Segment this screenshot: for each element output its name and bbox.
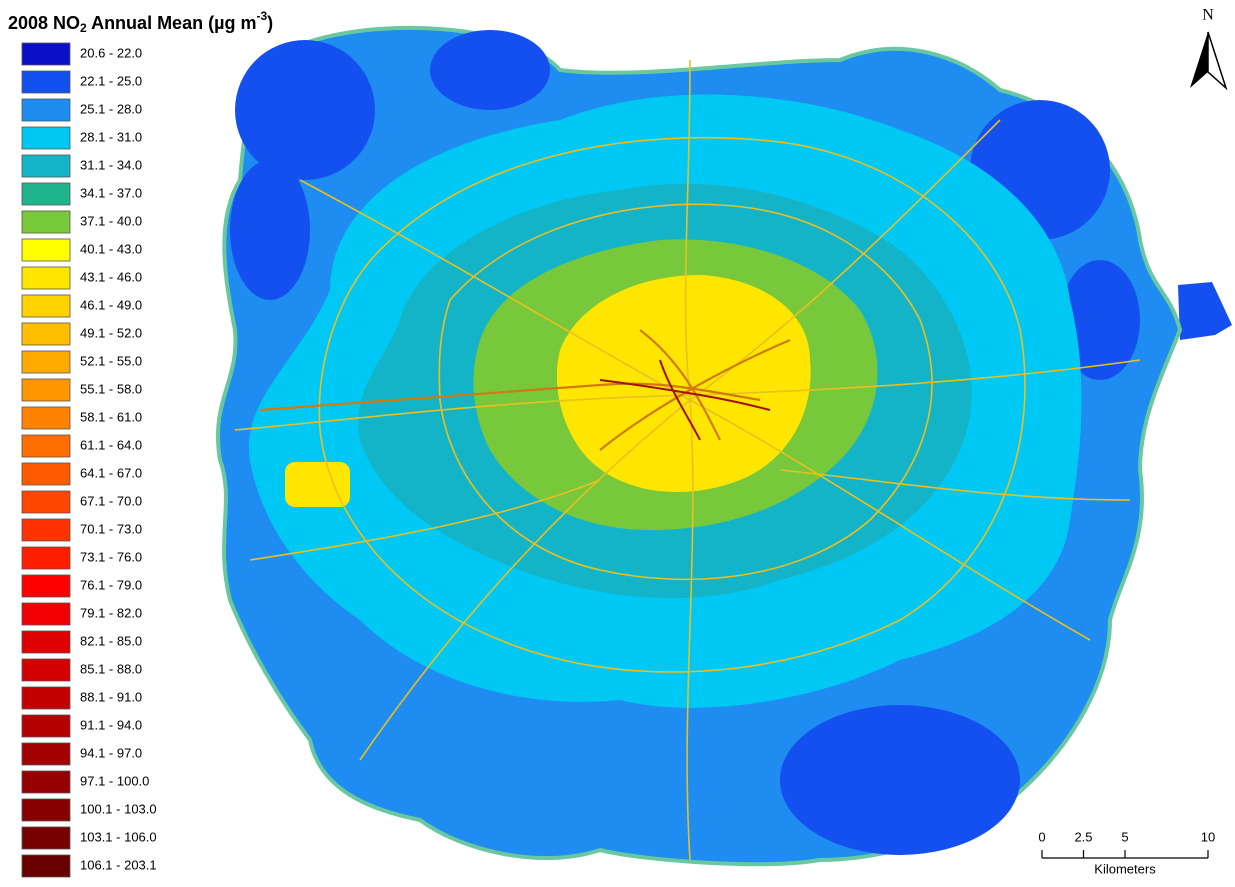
yellow-zone bbox=[556, 275, 811, 492]
legend-label: 85.1 - 88.0 bbox=[80, 661, 142, 676]
legend-label: 61.1 - 64.0 bbox=[80, 437, 142, 452]
legend-swatch bbox=[21, 770, 71, 794]
legend-swatch bbox=[21, 574, 71, 598]
north-arrow: N bbox=[1190, 7, 1228, 91]
legend-swatch bbox=[21, 266, 71, 290]
legend-swatch bbox=[21, 182, 71, 206]
map-title: 2008 NO2 Annual Mean (µg m-3) bbox=[8, 9, 273, 35]
legend-label: 106.1 - 203.1 bbox=[80, 857, 157, 872]
legend-swatch bbox=[21, 462, 71, 486]
legend-swatch bbox=[21, 126, 71, 150]
legend-label: 70.1 - 73.0 bbox=[80, 521, 142, 536]
legend-swatch bbox=[21, 854, 71, 878]
legend-label: 43.1 - 46.0 bbox=[80, 269, 142, 284]
legend-swatch bbox=[21, 294, 71, 318]
legend-swatch bbox=[21, 70, 71, 94]
legend-label: 100.1 - 103.0 bbox=[80, 801, 157, 816]
main-roads bbox=[259, 329, 791, 451]
legend-label: 64.1 - 67.0 bbox=[80, 465, 142, 480]
scale-bar: 0 2.5 5 10 Kilometers bbox=[1038, 829, 1215, 876]
legend-label: 79.1 - 82.0 bbox=[80, 605, 142, 620]
north-label: N bbox=[1202, 7, 1214, 24]
legend-label: 94.1 - 97.0 bbox=[80, 745, 142, 760]
legend-swatch bbox=[21, 322, 71, 346]
legend-label: 22.1 - 25.0 bbox=[80, 73, 142, 88]
low-zone bbox=[430, 30, 550, 110]
legend-label: 73.1 - 76.0 bbox=[80, 549, 142, 564]
legend-swatch bbox=[21, 406, 71, 430]
low-zone bbox=[235, 40, 375, 180]
legend-label: 40.1 - 43.0 bbox=[80, 241, 142, 256]
north-arrow-right bbox=[1207, 31, 1228, 91]
roads bbox=[234, 59, 1141, 861]
legend-label: 82.1 - 85.0 bbox=[80, 633, 142, 648]
legend-label: 34.1 - 37.0 bbox=[80, 185, 142, 200]
title-text: Annual Mean (µg m bbox=[87, 13, 257, 33]
legend-swatch bbox=[21, 210, 71, 234]
legend-swatch bbox=[21, 378, 71, 402]
legend-label: 28.1 - 31.0 bbox=[80, 129, 142, 144]
scale-label: 10 bbox=[1201, 829, 1215, 844]
legend-swatch bbox=[21, 490, 71, 514]
legend-label: 91.1 - 94.0 bbox=[80, 717, 142, 732]
legend-swatch bbox=[21, 238, 71, 262]
legend-label: 52.1 - 55.0 bbox=[80, 353, 142, 368]
legend-label: 103.1 - 106.0 bbox=[80, 829, 157, 844]
scale-label: 5 bbox=[1121, 829, 1128, 844]
title-subscript: 2 bbox=[80, 21, 87, 35]
scale-label: 2.5 bbox=[1074, 829, 1092, 844]
north-arrow-left bbox=[1190, 32, 1208, 88]
legend-swatch bbox=[21, 518, 71, 542]
legend-label: 25.1 - 28.0 bbox=[80, 101, 142, 116]
legend-swatch bbox=[21, 742, 71, 766]
legend-swatch bbox=[21, 98, 71, 122]
legend-label: 46.1 - 49.0 bbox=[80, 297, 142, 312]
low-zone bbox=[230, 160, 310, 300]
legend-label: 76.1 - 79.0 bbox=[80, 577, 142, 592]
legend-label: 31.1 - 34.0 bbox=[80, 157, 142, 172]
low-zone bbox=[1060, 260, 1140, 380]
legend-label: 49.1 - 52.0 bbox=[80, 325, 142, 340]
low-zone bbox=[780, 705, 1020, 855]
legend-label: 20.6 - 22.0 bbox=[80, 45, 142, 60]
legend-swatch bbox=[21, 42, 71, 66]
east-protrusion bbox=[1178, 282, 1232, 340]
title-text: ) bbox=[267, 13, 273, 33]
legend-swatch bbox=[21, 546, 71, 570]
legend-swatch bbox=[21, 714, 71, 738]
legend-swatch bbox=[21, 434, 71, 458]
scale-label: 0 bbox=[1038, 829, 1045, 844]
airport bbox=[285, 462, 350, 507]
title-superscript: -3 bbox=[256, 9, 267, 23]
legend-label: 67.1 - 70.0 bbox=[80, 493, 142, 508]
legend-swatch bbox=[21, 154, 71, 178]
title-text: 2008 NO bbox=[8, 13, 80, 33]
legend-swatch bbox=[21, 602, 71, 626]
legend-label: 97.1 - 100.0 bbox=[80, 773, 149, 788]
legend-swatch bbox=[21, 686, 71, 710]
legend-swatch bbox=[21, 350, 71, 374]
legend-label: 88.1 - 91.0 bbox=[80, 689, 142, 704]
legend-label: 55.1 - 58.0 bbox=[80, 381, 142, 396]
legend-swatch bbox=[21, 630, 71, 654]
legend-label: 58.1 - 61.0 bbox=[80, 409, 142, 424]
legend: 20.6 - 22.0 22.1 - 25.0 25.1 - 28.0 28.1 - … bbox=[21, 42, 157, 878]
legend-swatch bbox=[21, 798, 71, 822]
legend-swatch bbox=[21, 826, 71, 850]
map bbox=[215, 25, 1232, 867]
legend-swatch bbox=[21, 658, 71, 682]
scale-unit: Kilometers bbox=[1094, 861, 1156, 876]
legend-label: 37.1 - 40.0 bbox=[80, 213, 142, 228]
